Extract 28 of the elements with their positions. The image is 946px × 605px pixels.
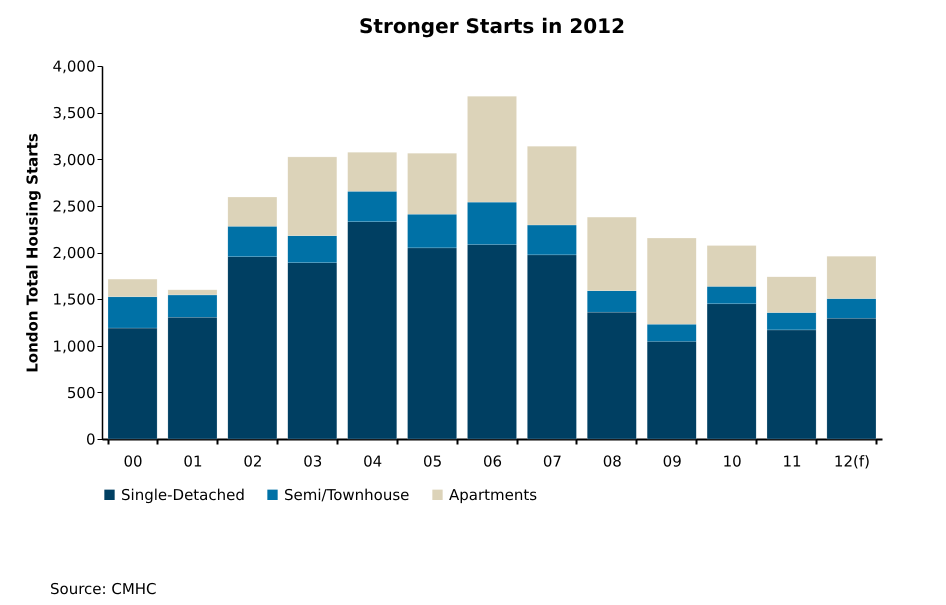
x-tick-label: 02: [243, 452, 262, 470]
x-tick-label: 01: [183, 452, 203, 470]
y-axis-title: London Total Housing Starts: [24, 133, 42, 373]
y-tick-label: 2,500: [52, 197, 96, 216]
y-tick-label: 4,000: [52, 58, 96, 76]
y-tick-label: 3,000: [52, 150, 96, 169]
x-tick-label: 00: [124, 452, 143, 470]
x-tick-label: 10: [722, 452, 742, 470]
x-tick-label: 04: [363, 452, 382, 470]
y-tick-label: 1,500: [52, 290, 96, 309]
x-tick-label: 06: [482, 452, 502, 470]
y-tick-label: 2,000: [52, 244, 96, 262]
y-tick-label: 1,000: [52, 337, 96, 356]
x-tick-label: 08: [602, 452, 622, 470]
x-tick-label: 11: [782, 452, 802, 470]
y-tick-label: 500: [66, 384, 96, 402]
y-tick-label: 0: [86, 430, 96, 448]
legend-label: Apartments: [449, 486, 538, 504]
chart-title: Stronger Starts in 2012: [359, 14, 625, 38]
legend-label: Semi/Townhouse: [284, 486, 410, 504]
x-tick-label: 03: [303, 452, 322, 470]
y-tick-label: 3,500: [52, 104, 96, 122]
legend-label: Single-Detached: [121, 486, 245, 504]
x-tick-label: 09: [662, 452, 682, 470]
x-tick-label: 12(f): [834, 452, 870, 470]
x-tick-label: 05: [423, 452, 442, 470]
source-note: Source: CMHC: [50, 580, 157, 598]
x-tick-label: 07: [542, 452, 562, 470]
